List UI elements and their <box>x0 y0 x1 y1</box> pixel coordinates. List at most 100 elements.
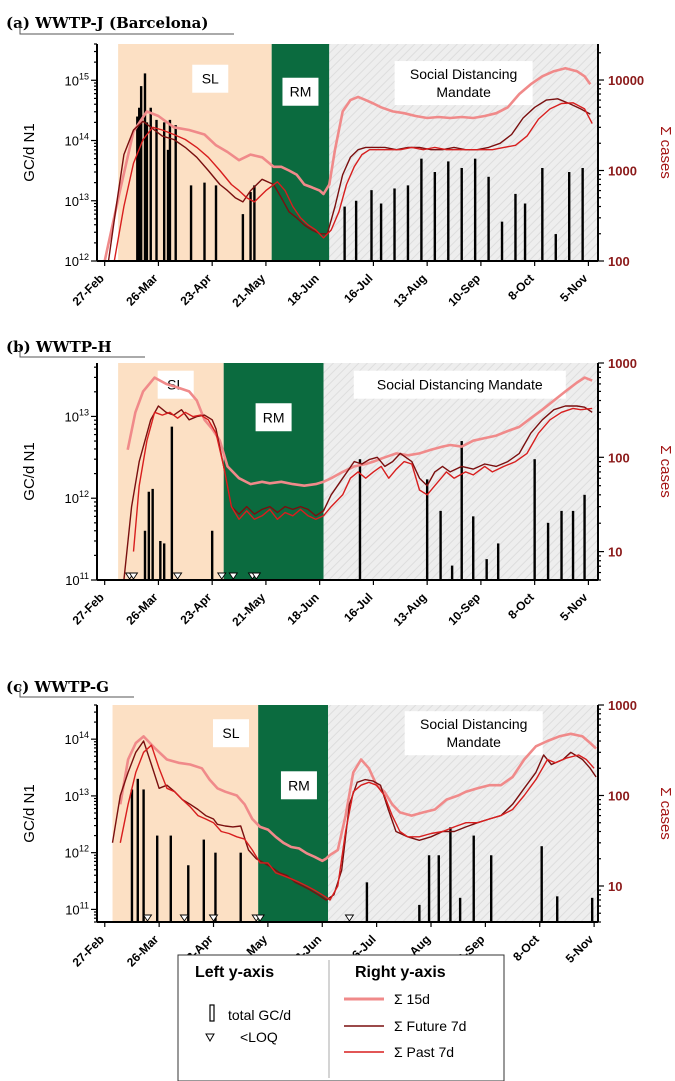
y2-axis-label: Σ cases <box>657 445 674 498</box>
y-axis-label: GC/d N1 <box>21 123 38 181</box>
gc-bar <box>147 491 151 580</box>
x-tick-label: 26-Mar <box>124 932 161 969</box>
gc-bar <box>560 510 563 580</box>
gc-bar <box>581 167 584 261</box>
x-tick-label: 8-Oct <box>505 590 537 622</box>
left-tick-label: 1013 <box>65 192 89 209</box>
gc-bar <box>239 852 242 922</box>
gc-bar <box>143 530 147 580</box>
gc-bar <box>554 234 557 261</box>
gc-bar <box>523 203 527 261</box>
gc-bar <box>487 176 490 261</box>
gc-bar <box>406 185 410 261</box>
x-tick-label: 26-Mar <box>123 271 160 308</box>
gc-bar <box>433 172 437 261</box>
region-label-sdm: Social Distancing Mandate <box>420 716 527 750</box>
title-underline <box>19 347 145 358</box>
left-tick-label: 1012 <box>65 252 89 269</box>
left-tick-label: 1013 <box>65 407 89 424</box>
right-tick-label: 10000 <box>608 73 644 88</box>
legend-total-gc-label: total GC/d <box>228 1007 291 1023</box>
region-label-box <box>394 61 533 106</box>
case-series-2 <box>119 744 595 901</box>
gc-bar <box>169 835 172 922</box>
gc-bar <box>447 161 450 261</box>
loq-marker <box>142 914 153 922</box>
loq-marker <box>216 572 227 580</box>
region-rm <box>271 44 330 261</box>
x-tick-label: 8-Oct <box>505 271 537 303</box>
gc-bar <box>420 158 423 261</box>
legend-box <box>177 954 505 1081</box>
gc-bar <box>472 835 475 922</box>
gc-bar <box>472 516 475 580</box>
gc-bar <box>162 122 166 261</box>
gc-bar <box>166 149 170 261</box>
legend-loq-label: <LOQ <box>240 1029 278 1045</box>
x-tick-label: 18-Jun <box>285 271 322 308</box>
gc-bar <box>241 214 245 261</box>
left-tick-label: 1014 <box>65 132 89 149</box>
right-tick-label: 100 <box>608 254 630 269</box>
chart-panel-2: (c) WWTP-G SL RM Social Distancing Mandate 10… <box>6 678 674 971</box>
x-tick-label: 21-May <box>229 271 268 310</box>
legend-future-label: Σ Future 7d <box>394 1018 466 1034</box>
legend: Left y-axis Right y-axis total GC/d <LOQ… <box>177 954 505 1081</box>
x-tick-label: 13-Aug <box>391 271 430 310</box>
gc-bar <box>379 203 383 261</box>
gc-bar <box>249 191 252 261</box>
loq-marker <box>344 914 355 922</box>
x-tick-label: 27-Feb <box>70 932 107 969</box>
case-series-2 <box>132 407 593 552</box>
gc-bar <box>162 543 166 580</box>
case-series-1 <box>123 405 593 581</box>
region-label-box <box>212 719 249 748</box>
gc-bar <box>170 426 174 580</box>
x-tick-label: 16-Jul <box>341 590 375 624</box>
right-tick-label: 10 <box>608 879 622 894</box>
gc-bar <box>546 522 550 580</box>
region-label-sl: SL <box>222 725 239 741</box>
x-tick-label: 5-Nov <box>563 932 597 966</box>
gc-bar <box>449 827 452 922</box>
gc-bar <box>425 479 429 580</box>
gc-bar <box>533 459 536 580</box>
gc-bar <box>489 855 493 922</box>
gc-bar <box>145 122 149 261</box>
legend-left-title: Left y-axis <box>195 964 274 981</box>
gc-bar <box>143 73 147 261</box>
gc-bar <box>460 167 463 261</box>
gc-bar <box>418 904 421 922</box>
right-tick-label: 1000 <box>608 356 637 371</box>
x-tick-label: 27-Feb <box>70 271 107 308</box>
x-tick-label: 8-Oct <box>510 932 542 964</box>
gc-bar <box>155 119 158 262</box>
x-tick-label: 5-Nov <box>557 271 591 305</box>
y-axis-label: GC/d N1 <box>21 784 38 842</box>
gc-bar <box>142 789 145 922</box>
left-tick-label: 1015 <box>65 71 89 88</box>
bar-icon <box>209 1004 215 1022</box>
gc-bar <box>214 852 217 922</box>
region-label-rm: RM <box>288 777 310 793</box>
region-label-sdm: Social Distancing Mandate <box>377 377 543 393</box>
gc-bar <box>159 540 162 580</box>
region-label-box <box>192 64 229 93</box>
gc-bar <box>130 789 134 922</box>
panel-title: (a) WWTP-J (Barcelona) <box>6 14 209 32</box>
gc-bar <box>439 510 442 580</box>
loq-marker <box>208 914 219 922</box>
gc-bar <box>136 778 139 922</box>
panel-title: (c) WWTP-G <box>6 678 109 696</box>
gc-bar <box>568 172 571 261</box>
gc-bar <box>365 882 369 922</box>
region-label-rm: RM <box>263 409 285 425</box>
gc-bar <box>393 188 396 261</box>
legend-past-label: Σ Past 7d <box>394 1044 454 1060</box>
region-label-box <box>280 771 317 800</box>
y2-axis-label: Σ cases <box>657 126 674 179</box>
region-label-sl: SL <box>202 71 219 87</box>
gc-bar <box>203 182 206 261</box>
